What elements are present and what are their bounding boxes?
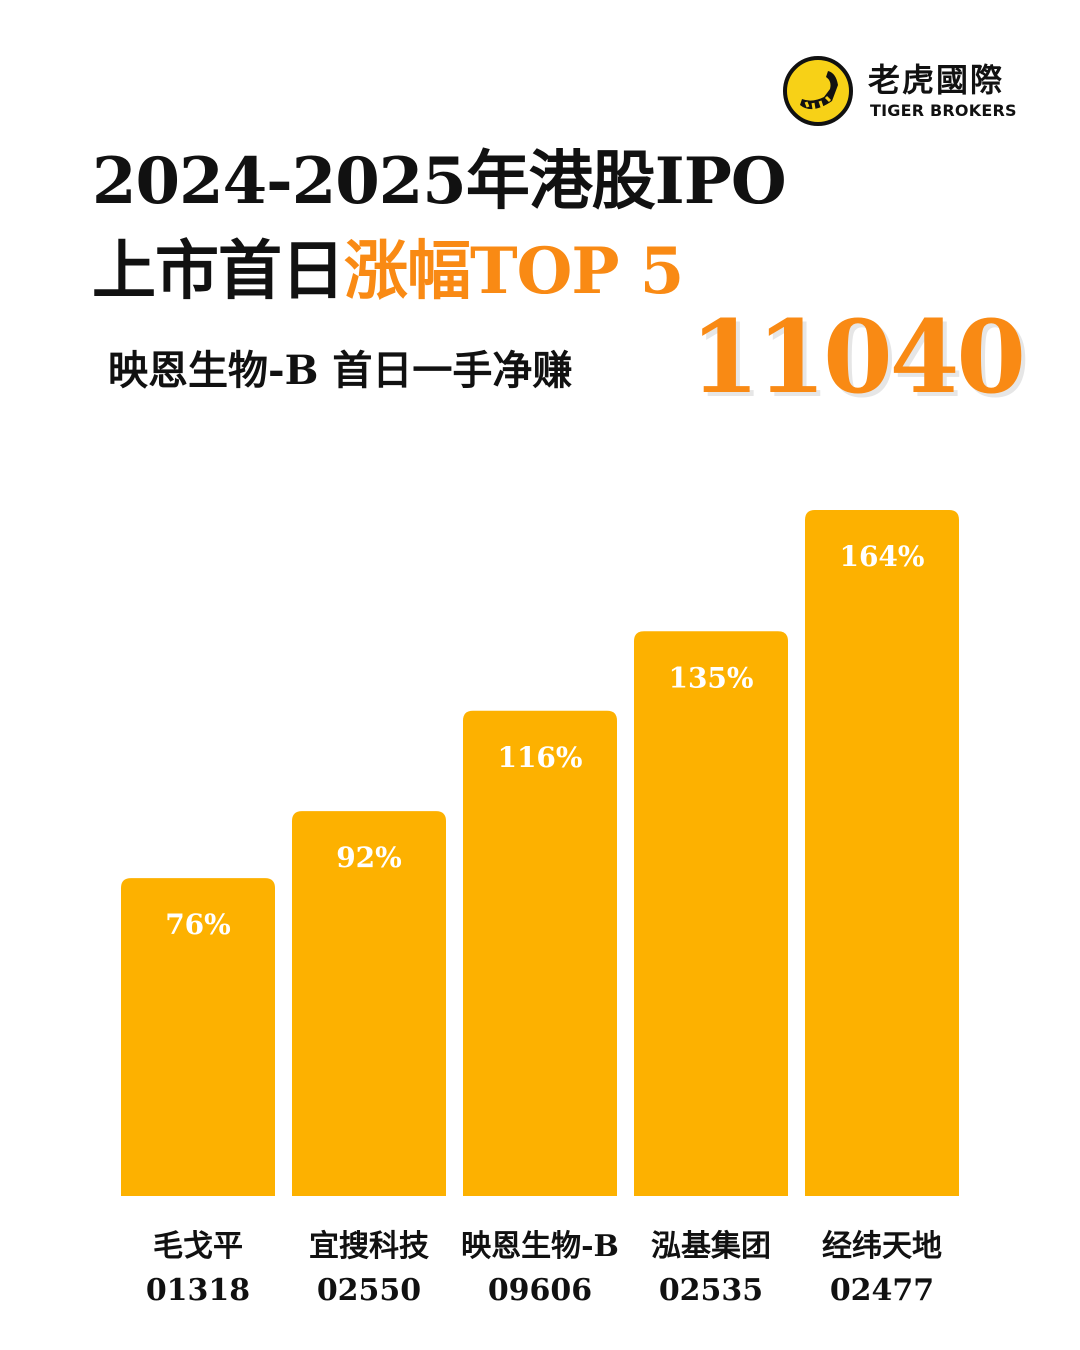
bar-02550 xyxy=(292,811,446,1196)
bar-value-label: 164% xyxy=(839,540,924,573)
category-name-label: 经纬天地 xyxy=(822,1229,942,1264)
tiger-brokers-logo: 老虎國際 TIGER BROKERS xyxy=(782,53,1022,129)
category-code-label: 01318 xyxy=(146,1273,250,1308)
bar-02477 xyxy=(805,510,959,1196)
page-title-line2: 上市首日涨幅TOP 5 xyxy=(92,220,684,312)
page-title-line1: 2024-2025年港股IPO xyxy=(92,144,787,219)
category-name-label: 映恩生物-B xyxy=(461,1229,619,1264)
tiger-logo-icon xyxy=(783,56,853,126)
category-code-label: 02477 xyxy=(830,1273,934,1308)
bar-value-label: 135% xyxy=(668,661,753,694)
bar-value-label: 92% xyxy=(336,841,402,874)
title-highlight: 涨幅TOP 5 xyxy=(344,234,684,309)
bar-02535 xyxy=(634,631,788,1196)
subtitle: 映恩生物-B 首日一手净赚 xyxy=(108,347,573,394)
category-code-label: 02550 xyxy=(317,1273,421,1308)
category-code-label: 09606 xyxy=(488,1273,592,1308)
bar-value-label: 116% xyxy=(497,741,582,774)
category-name-label: 毛戈平 xyxy=(153,1229,243,1264)
bar-01318 xyxy=(121,878,275,1196)
bar-value-label: 76% xyxy=(165,908,231,941)
highlight-number: 11040 xyxy=(690,298,1026,416)
bar-09606 xyxy=(463,710,617,1196)
title-prefix: 上市首日 xyxy=(92,234,345,309)
brand-name-cn: 老虎國際 xyxy=(868,61,1005,99)
category-name-label: 泓基集团 xyxy=(651,1229,771,1264)
brand-name-en: TIGER BROKERS xyxy=(870,101,1017,120)
category-code-label: 02535 xyxy=(659,1273,763,1308)
category-name-label: 宜搜科技 xyxy=(309,1229,429,1264)
